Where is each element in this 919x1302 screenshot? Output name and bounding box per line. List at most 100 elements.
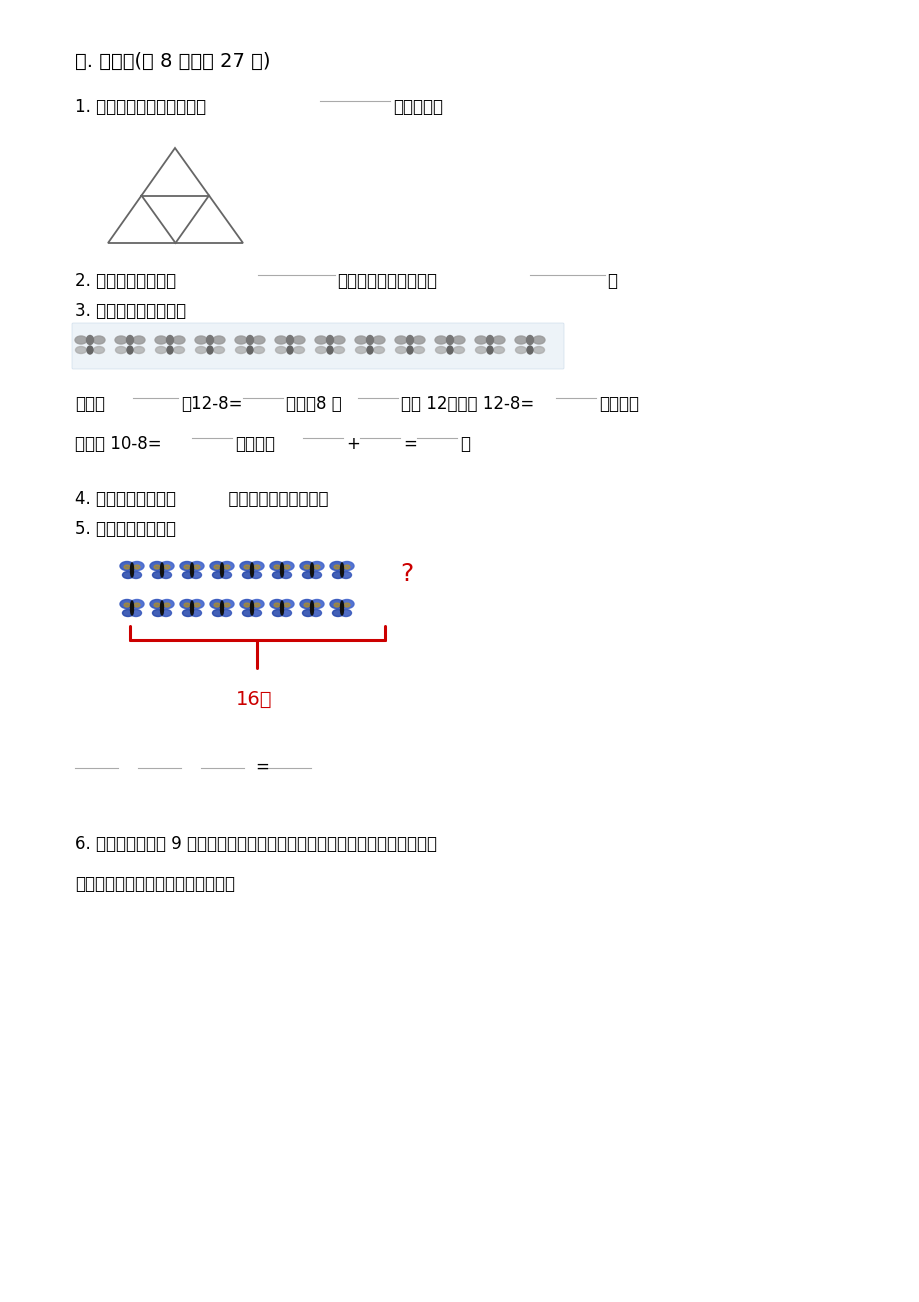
Ellipse shape [243, 609, 254, 617]
Text: 。: 。 [460, 435, 470, 453]
Ellipse shape [93, 336, 105, 344]
Ellipse shape [310, 599, 323, 608]
Ellipse shape [250, 599, 264, 608]
Ellipse shape [250, 602, 254, 615]
Ellipse shape [190, 572, 201, 578]
Ellipse shape [373, 346, 384, 354]
Ellipse shape [116, 346, 127, 354]
Ellipse shape [160, 572, 171, 578]
Ellipse shape [532, 336, 544, 344]
Text: 2. 魔方的每个面都是: 2. 魔方的每个面都是 [75, 272, 176, 290]
Ellipse shape [75, 346, 86, 354]
Ellipse shape [190, 609, 201, 617]
Ellipse shape [184, 603, 190, 607]
Ellipse shape [190, 562, 193, 577]
Ellipse shape [446, 336, 453, 345]
Ellipse shape [493, 346, 504, 354]
Ellipse shape [250, 562, 254, 577]
Ellipse shape [153, 572, 164, 578]
Text: 。: 。 [607, 272, 617, 290]
Text: 三. 填空题(共 8 题，共 27 分): 三. 填空题(共 8 题，共 27 分) [75, 52, 270, 72]
Ellipse shape [154, 336, 167, 344]
Ellipse shape [330, 599, 344, 608]
Ellipse shape [221, 572, 232, 578]
Text: 16个: 16个 [235, 690, 272, 710]
Ellipse shape [130, 562, 133, 577]
Ellipse shape [182, 609, 193, 617]
Ellipse shape [334, 603, 340, 607]
Ellipse shape [221, 562, 223, 577]
Ellipse shape [284, 565, 289, 569]
Text: 4. 数学书的封面是（          ）。（填图形的名字）: 4. 数学书的封面是（ ）。（填图形的名字） [75, 490, 328, 508]
Ellipse shape [94, 346, 105, 354]
Ellipse shape [240, 561, 254, 570]
Text: 圈一圈: 圈一圈 [75, 395, 105, 413]
Ellipse shape [340, 562, 343, 577]
Ellipse shape [130, 572, 142, 578]
Ellipse shape [486, 336, 493, 345]
Ellipse shape [184, 565, 190, 569]
Ellipse shape [250, 609, 261, 617]
Ellipse shape [173, 336, 185, 344]
Text: 6. 如图，平面上有 9 个点，任意相邻两点之间的距离都相等，若把其中任意几: 6. 如图，平面上有 9 个点，任意相邻两点之间的距离都相等，若把其中任意几 [75, 835, 437, 853]
Ellipse shape [160, 602, 164, 615]
Ellipse shape [223, 565, 230, 569]
Ellipse shape [280, 572, 291, 578]
Ellipse shape [250, 572, 261, 578]
Ellipse shape [150, 599, 164, 608]
Ellipse shape [292, 336, 305, 344]
Ellipse shape [435, 336, 447, 344]
Ellipse shape [355, 346, 366, 354]
Ellipse shape [315, 346, 326, 354]
Ellipse shape [293, 346, 304, 354]
Ellipse shape [254, 565, 260, 569]
Ellipse shape [474, 336, 486, 344]
Ellipse shape [254, 603, 260, 607]
Ellipse shape [194, 603, 199, 607]
Ellipse shape [153, 603, 160, 607]
Ellipse shape [413, 346, 424, 354]
Ellipse shape [435, 346, 446, 354]
Ellipse shape [150, 561, 164, 570]
Ellipse shape [166, 336, 174, 345]
Ellipse shape [133, 346, 144, 354]
Ellipse shape [274, 603, 279, 607]
Ellipse shape [300, 561, 313, 570]
Ellipse shape [212, 609, 223, 617]
Ellipse shape [164, 565, 170, 569]
Text: ；也可以: ；也可以 [598, 395, 639, 413]
Ellipse shape [280, 602, 283, 615]
Ellipse shape [124, 603, 130, 607]
Ellipse shape [272, 609, 283, 617]
Ellipse shape [279, 561, 294, 570]
Ellipse shape [220, 599, 233, 608]
Ellipse shape [160, 562, 164, 577]
Text: +: + [346, 435, 359, 453]
Ellipse shape [206, 336, 213, 345]
Ellipse shape [243, 572, 254, 578]
Ellipse shape [127, 346, 133, 354]
Ellipse shape [234, 336, 246, 344]
Ellipse shape [213, 346, 224, 354]
Ellipse shape [246, 346, 253, 354]
Ellipse shape [344, 603, 349, 607]
Ellipse shape [194, 565, 199, 569]
Ellipse shape [190, 599, 204, 608]
Ellipse shape [160, 599, 174, 608]
Ellipse shape [130, 609, 142, 617]
Ellipse shape [340, 599, 354, 608]
Text: 先计算 10-8=: 先计算 10-8= [75, 435, 162, 453]
Ellipse shape [153, 565, 160, 569]
Ellipse shape [167, 346, 173, 354]
Ellipse shape [311, 572, 321, 578]
Ellipse shape [406, 346, 413, 354]
Ellipse shape [314, 336, 326, 344]
Ellipse shape [302, 609, 313, 617]
Ellipse shape [333, 346, 344, 354]
Ellipse shape [130, 602, 133, 615]
Ellipse shape [311, 609, 321, 617]
Ellipse shape [310, 561, 323, 570]
Ellipse shape [303, 603, 310, 607]
Ellipse shape [475, 346, 486, 354]
Ellipse shape [164, 603, 170, 607]
